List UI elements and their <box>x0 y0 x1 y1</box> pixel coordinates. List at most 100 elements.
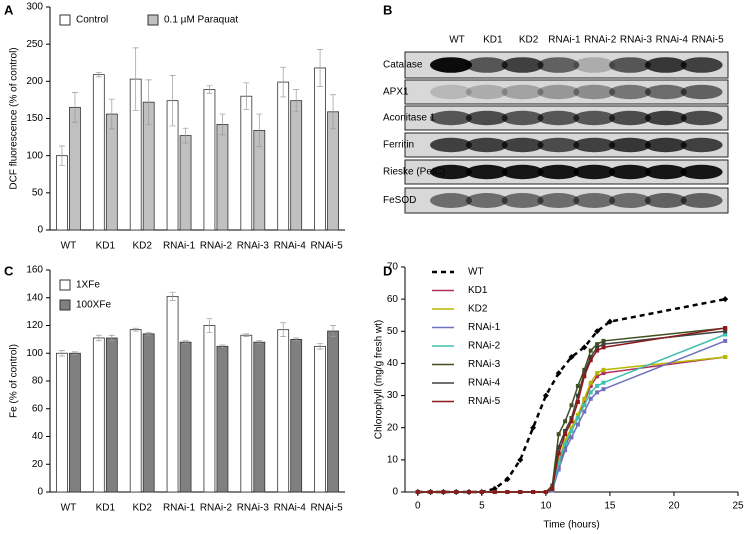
marker <box>594 328 601 335</box>
y-tick-label: 160 <box>26 265 43 276</box>
marker <box>582 371 587 376</box>
y-tick-label: 30 <box>387 390 399 401</box>
marker <box>575 412 580 417</box>
bar <box>327 330 339 493</box>
blot-band <box>537 110 580 126</box>
blot-band <box>680 137 723 153</box>
blot-band <box>644 137 687 153</box>
blot-band <box>573 84 616 100</box>
y-tick-label: 60 <box>32 403 44 414</box>
y-tick-label: 300 <box>26 2 43 13</box>
bar <box>56 352 68 493</box>
lane-label: RNAi-5 <box>691 35 724 46</box>
error-bar <box>280 322 287 337</box>
marker <box>582 409 587 414</box>
blot-band <box>430 164 472 180</box>
blot-band <box>537 164 580 180</box>
marker <box>588 396 593 401</box>
bar <box>314 67 326 231</box>
bar <box>129 329 142 493</box>
row-label: FeSOD <box>383 195 416 206</box>
marker <box>518 490 523 494</box>
lane-label: KD1 <box>483 35 503 46</box>
marker <box>556 451 561 456</box>
x-tick-label: RNAi-2 <box>200 503 233 514</box>
marker <box>595 390 600 395</box>
legend-label: Control <box>76 15 108 26</box>
bar <box>216 124 229 231</box>
blot-band <box>465 193 508 208</box>
marker <box>556 457 561 462</box>
marker <box>563 419 568 424</box>
blot-band <box>430 84 472 100</box>
y-tick-label: 60 <box>387 294 399 305</box>
x-tick-label: WT <box>61 503 77 514</box>
blot-band <box>644 57 687 73</box>
blot-band <box>430 57 472 73</box>
error-bar <box>293 89 300 113</box>
error-bar <box>71 92 78 123</box>
blot-band <box>501 137 544 153</box>
y-tick-label: 20 <box>387 422 399 433</box>
x-tick-label: 5 <box>479 501 485 512</box>
blot-band <box>609 137 651 153</box>
error-bar <box>182 127 189 144</box>
blot-band <box>430 137 472 153</box>
bar <box>240 95 253 231</box>
blot-band <box>465 57 508 73</box>
bar <box>105 337 118 493</box>
x-tick-label: 10 <box>540 501 552 512</box>
blot-band <box>573 57 616 73</box>
legend-swatch <box>59 299 71 311</box>
marker <box>569 435 574 440</box>
marker <box>588 380 593 385</box>
marker <box>568 354 575 360</box>
bar <box>314 345 326 493</box>
marker <box>504 476 511 483</box>
error-bar <box>243 333 250 337</box>
row-label: Ferritin <box>383 140 414 151</box>
marker <box>517 456 524 463</box>
x-tick-label: WT <box>61 241 77 252</box>
blot-band <box>680 164 723 180</box>
blot-band <box>609 193 651 208</box>
marker <box>595 371 600 376</box>
bar <box>253 341 266 493</box>
legend-label: WT <box>468 267 484 278</box>
error-bar <box>95 334 102 342</box>
marker <box>601 345 606 350</box>
series-line <box>417 356 726 493</box>
error-bar <box>219 344 226 349</box>
bar <box>203 89 216 231</box>
bar <box>105 113 118 231</box>
marker <box>415 490 420 494</box>
marker <box>601 371 606 376</box>
y-tick-label: 40 <box>387 358 399 369</box>
blot-strip <box>404 79 729 105</box>
marker <box>542 392 549 399</box>
y-tick-label: 100 <box>26 150 43 161</box>
x-tick-label: RNAi-2 <box>200 241 233 252</box>
y-axis-title: Fe (% of control) <box>9 344 20 418</box>
marker <box>588 390 593 395</box>
marker <box>569 425 574 430</box>
bar <box>277 329 290 493</box>
y-tick-label: 50 <box>32 187 44 198</box>
y-tick-label: 250 <box>26 39 43 50</box>
error-bar <box>256 340 263 344</box>
marker <box>556 467 561 472</box>
legend-label: RNAi-5 <box>468 396 501 407</box>
marker <box>722 296 729 303</box>
y-axis-title: Chlorophyll (mg/g fresh wt) <box>374 320 385 439</box>
x-tick-label: KD1 <box>96 241 116 252</box>
blot-band <box>680 84 723 100</box>
marker <box>467 490 472 494</box>
y-tick-label: 20 <box>32 459 44 470</box>
marker <box>595 348 600 353</box>
blot-band <box>680 193 723 208</box>
marker <box>563 428 568 433</box>
error-bar <box>293 337 300 342</box>
marker <box>582 403 587 408</box>
panel-label: D <box>383 263 392 278</box>
